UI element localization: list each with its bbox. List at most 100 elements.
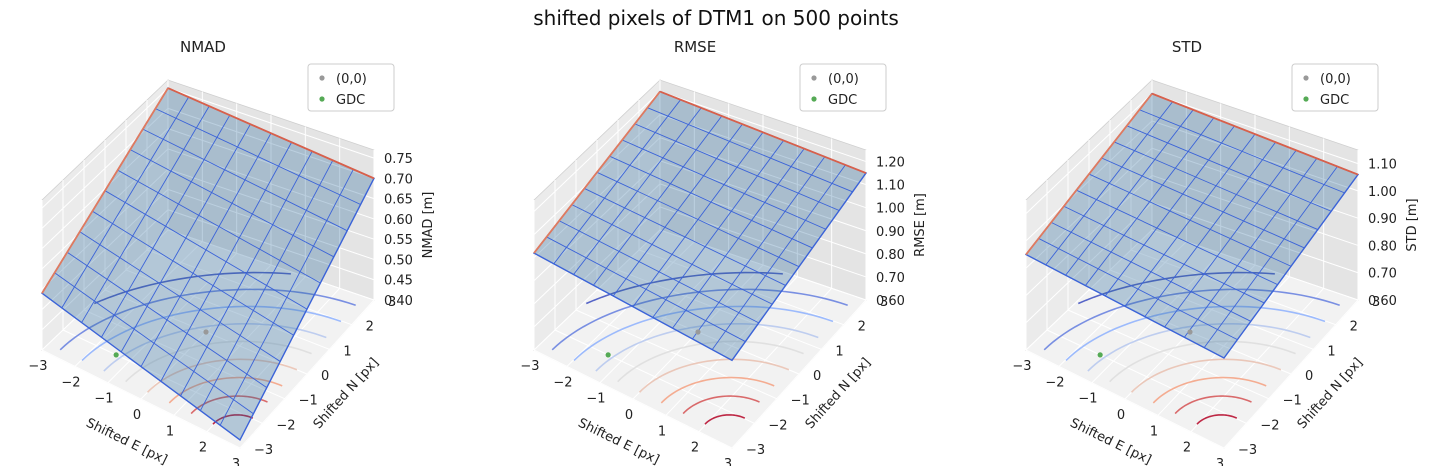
y-tick-label: 1 [835,344,843,359]
x-tick-label: 0 [133,408,141,423]
legend-label: GDC [336,93,365,108]
x-tick-label: −3 [1012,359,1031,374]
gridline-z [533,114,867,235]
gridline-z [41,188,375,310]
z-tick-label: 0.55 [384,233,413,248]
wire-line [692,156,826,340]
z-tick-label: 1.00 [876,202,905,217]
legend-marker [319,75,325,81]
subplot-title: STD [1172,38,1202,56]
contour-line [1152,376,1267,404]
contour-line [59,288,356,351]
gridline-y [575,309,777,400]
marker-origin [203,329,209,335]
legend-marker [811,75,817,81]
x-tick-label: −2 [553,375,572,390]
wire-line [647,107,853,193]
wire-line [104,190,308,310]
floor-contours [1043,271,1340,425]
wire-line [609,155,813,249]
contour-line [190,395,268,415]
y-tick-label: 2 [1350,320,1358,335]
x-tick-label: −3 [28,359,47,374]
wire-line [1101,157,1305,249]
back-projection-line [1151,92,1359,176]
z-tick-label: 0.90 [1368,212,1397,227]
legend-marker [1303,96,1309,102]
marker-origin [695,329,701,335]
y-tick-label: −1 [791,394,810,409]
legend-label: (0,0) [1320,72,1351,87]
y-tick-label: −3 [746,443,765,458]
back-projection-line [659,90,867,174]
y-tick-label: −1 [1283,394,1302,409]
contour-line [660,376,775,404]
y-tick-label: −2 [276,418,295,433]
wire-line [142,128,348,232]
z-tick-label: 0.40 [384,294,413,309]
subplot-nmad: −3−2−10123−3−2−101230.400.450.500.550.60… [28,38,436,466]
wall-projections [41,87,375,294]
wire-line [129,149,335,258]
gridline-y [146,249,352,326]
figure-title: shifted pixels of DTM1 on 500 points [533,6,899,30]
x-tick-label: −2 [61,375,80,390]
surface-wireframe [1038,101,1345,348]
contour-line [125,340,312,383]
contour-line [212,414,254,425]
gridline-y [1067,309,1269,400]
contour-line [551,288,848,351]
z-tick-label: 0.60 [384,213,413,228]
wire-line [652,140,784,318]
y-tick-label: 2 [858,320,866,335]
left-projection-line [1025,93,1153,256]
marker-gdc [113,352,119,358]
y-tick-label: 3 [880,295,888,310]
back-projection-line [167,87,375,180]
z-tick-label: 0.45 [384,274,413,289]
left-projection-line [41,87,169,294]
x-tick-label: 0 [625,408,633,423]
wire-line [1203,166,1338,348]
gridline-y [1046,329,1247,424]
wire-line [1139,109,1345,194]
left-projection-line [533,90,661,254]
x-tick-label: −1 [94,392,113,407]
legend-label: GDC [828,93,857,108]
contour-line [1130,358,1282,393]
wall-projections [1025,92,1359,256]
gridline-z [1025,229,1359,351]
gridline-z [533,183,867,305]
y-tick-label: −3 [254,443,273,458]
wire-line [1126,125,1332,212]
subplot-rmse: −3−2−10123−3−2−101230.600.700.800.901.00… [520,38,928,466]
gridline-y [533,349,733,449]
y-axis-title: Shifted N [px] [1295,355,1366,432]
y-axis-title: Shifted N [px] [311,355,382,432]
x-tick-label: −1 [1078,392,1097,407]
z-tick-label: 1.10 [1368,158,1397,173]
x-tick-label: −3 [520,359,539,374]
contour-line [1065,305,1326,362]
contour-line [1043,288,1340,351]
contour-line [682,395,760,415]
contour-line [1087,323,1311,372]
x-tick-label: 1 [658,424,666,439]
z-tick-label: 0.80 [1368,239,1397,254]
wire-line [672,148,805,329]
contour-line [1174,395,1252,415]
legend-box [1291,63,1379,112]
wall-projections [533,90,867,254]
gridline-y [1025,349,1225,449]
x-axis-title: Shifted E [px] [576,416,662,466]
z-tick-label: 0.70 [1368,267,1397,282]
x-tick-label: 3 [232,457,240,466]
gridline-z [533,229,867,351]
legend: (0,0) GDC [1291,63,1379,112]
contour-line [103,323,327,372]
legend-marker [1303,75,1309,81]
z-tick-label: 0.60 [876,294,905,309]
wire-line [160,142,292,382]
subplot-title: RMSE [674,38,716,56]
x-tick-label: 2 [691,441,699,456]
